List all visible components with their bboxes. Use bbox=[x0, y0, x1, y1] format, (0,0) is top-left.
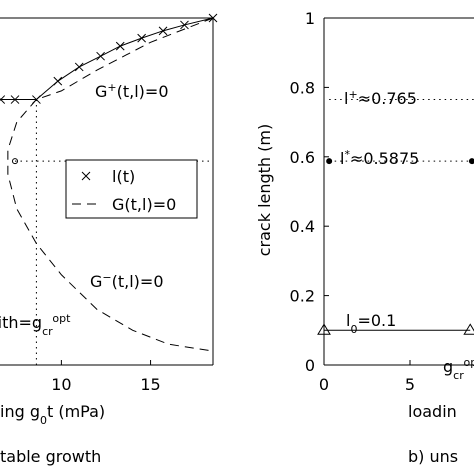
text-part: opt bbox=[52, 312, 71, 325]
text-part: =0.1 bbox=[357, 311, 396, 330]
x-tick-label: 15 bbox=[140, 375, 160, 394]
y-tick-label: 0.2 bbox=[290, 287, 315, 306]
text-part: opt bbox=[464, 356, 474, 369]
text-part: ≈0.5875 bbox=[350, 149, 419, 168]
caption: b) uns bbox=[408, 447, 458, 466]
text-part: =g bbox=[19, 313, 43, 332]
x-axis-label: ing g0t (mPa) bbox=[0, 402, 105, 427]
annotation: l+≈0.765 bbox=[344, 88, 417, 109]
text-part: loadin bbox=[408, 402, 457, 421]
text-part: fith bbox=[0, 313, 19, 332]
annotation: G−(t,l)=0 bbox=[90, 271, 164, 292]
text-part: l bbox=[346, 311, 350, 330]
text-part: l bbox=[344, 89, 348, 108]
y-tick-label: 0 bbox=[305, 356, 315, 375]
text-part: (t,l)=0 bbox=[117, 82, 169, 101]
annotation: G+(t,l)=0 bbox=[95, 81, 169, 102]
text-part: ing g bbox=[0, 402, 40, 421]
marker-x bbox=[0, 95, 6, 104]
text-part: + bbox=[348, 88, 357, 101]
marker-x bbox=[115, 41, 125, 51]
caption: table growth bbox=[0, 447, 101, 466]
x-axis-label: loadin bbox=[408, 402, 457, 421]
y-tick-label: 0.6 bbox=[290, 148, 315, 167]
annotation: gcropt bbox=[443, 356, 474, 382]
y-tick-label: 0.4 bbox=[290, 217, 315, 236]
y-tick-label: 0.8 bbox=[290, 78, 315, 97]
text-part: − bbox=[102, 271, 111, 284]
text-part: 0 bbox=[40, 414, 47, 427]
legend-label: G(t,l)=0 bbox=[112, 195, 176, 214]
marker-dot bbox=[468, 158, 474, 165]
legend-marker bbox=[81, 171, 91, 181]
annotation: l*≈0.5875 bbox=[340, 148, 419, 169]
text-part: cr bbox=[453, 369, 464, 382]
marker-triangle bbox=[317, 323, 331, 335]
text-part: 0 bbox=[350, 323, 357, 336]
x-tick-label: 10 bbox=[51, 375, 71, 394]
marker-x bbox=[53, 76, 63, 86]
x-tick-label: 0 bbox=[319, 375, 329, 394]
text-part: g bbox=[443, 357, 453, 376]
annotation: l0=0.1 bbox=[346, 311, 396, 336]
marker-dot bbox=[326, 158, 333, 165]
series-line bbox=[7, 17, 214, 352]
y-axis-label: crack length (m) bbox=[255, 124, 274, 256]
marker-x bbox=[74, 62, 84, 72]
marker-x bbox=[96, 51, 105, 61]
marker-x bbox=[180, 20, 189, 30]
text-part: G bbox=[95, 82, 107, 101]
text-part: ≈0.765 bbox=[358, 89, 417, 108]
text-part: * bbox=[344, 148, 350, 161]
marker-x bbox=[137, 33, 147, 43]
text-part: + bbox=[107, 81, 116, 94]
marker-x bbox=[10, 95, 20, 104]
text-part: G bbox=[90, 272, 102, 291]
legend-label: l(t) bbox=[112, 167, 135, 186]
marker-x bbox=[158, 26, 168, 36]
text-part: (t,l)=0 bbox=[112, 272, 164, 291]
text-part: t (mPa) bbox=[47, 402, 105, 421]
text-part: l bbox=[340, 149, 344, 168]
y-tick-label: 1 bbox=[305, 9, 315, 28]
legend-box bbox=[65, 159, 198, 219]
text-part: cr bbox=[42, 325, 53, 338]
annotation: fith=gcropt bbox=[0, 312, 71, 338]
marker-triangle bbox=[463, 323, 474, 335]
x-tick-label: 5 bbox=[405, 375, 415, 394]
marker-circle bbox=[12, 158, 18, 165]
